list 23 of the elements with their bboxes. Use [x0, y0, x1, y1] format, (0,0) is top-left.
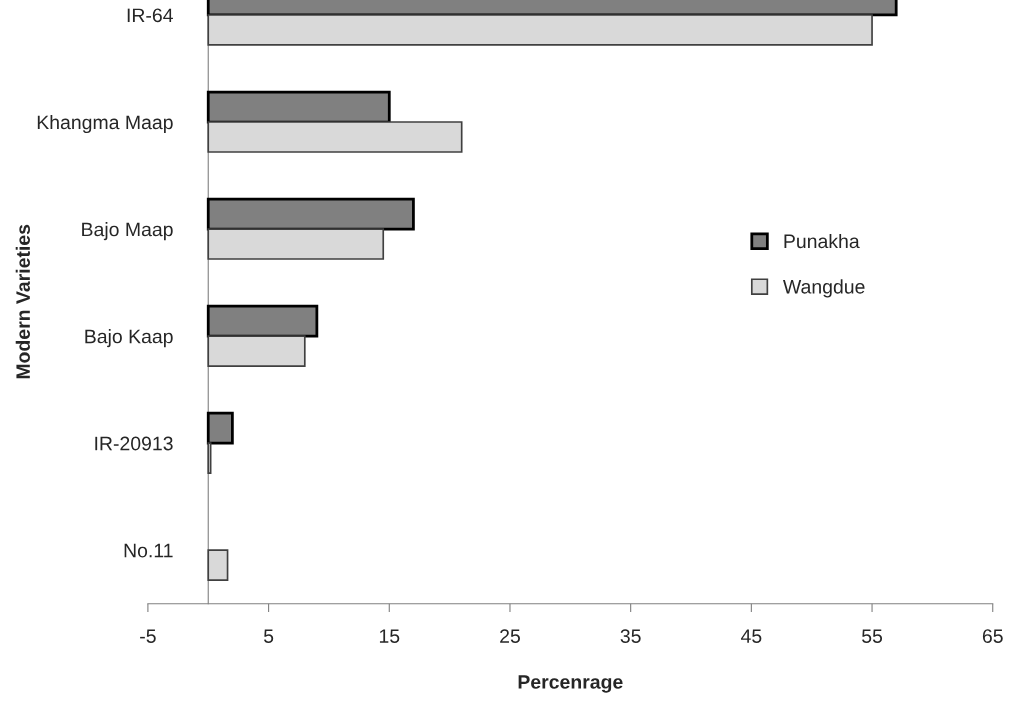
x-tick-label: 15 [379, 629, 400, 643]
x-axis-title: Percenrage [518, 675, 623, 693]
bar [207, 228, 385, 260]
x-tick-label: 5 [263, 629, 274, 643]
y-tick-label: Bajo Kaap [85, 329, 173, 348]
legend-label: Punakha [784, 233, 860, 249]
x-tick-label: -5 [140, 629, 156, 643]
x-tick-label: 65 [982, 629, 1003, 643]
y-tick-label: No.11 [124, 543, 173, 558]
x-tick-label: 45 [740, 629, 762, 643]
y-tick-label: Bajo Maap [82, 222, 173, 241]
y-tick-label: Khangma Maap [37, 114, 173, 134]
legend-label: Wangdue [782, 279, 865, 298]
bar [207, 335, 306, 367]
y-tick-label: IR-64 [127, 8, 173, 23]
y-tick-label: IR-20913 [95, 436, 173, 451]
x-tick-label: 25 [500, 629, 520, 643]
bar [207, 121, 463, 153]
bar [207, 549, 229, 581]
bar [207, 442, 212, 474]
x-tick-label: 55 [862, 629, 883, 643]
y-axis-title: Modern Varieties [15, 224, 30, 379]
x-tick-label: 35 [620, 629, 641, 643]
